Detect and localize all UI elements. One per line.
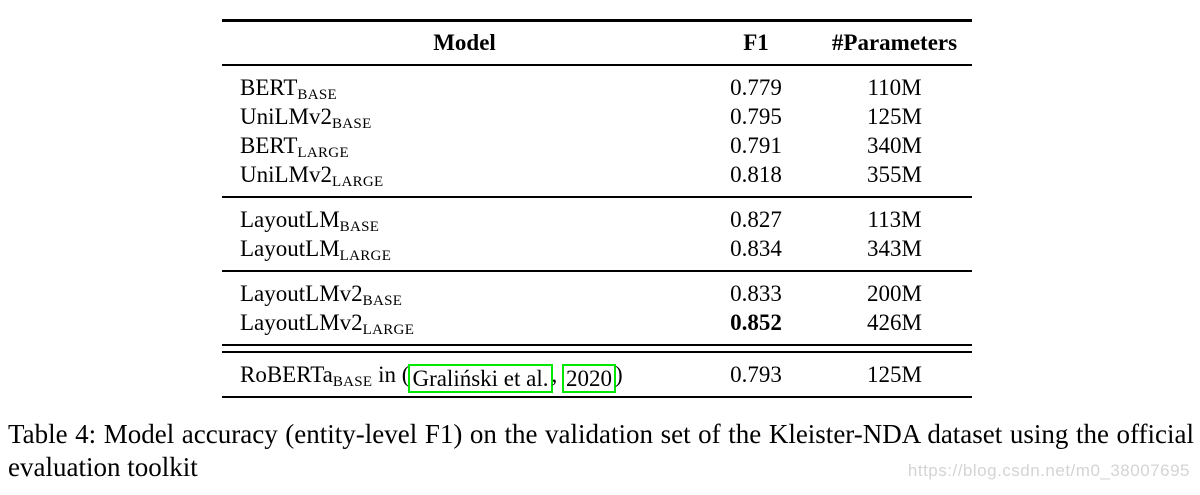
model-name: UniLMv2 xyxy=(240,162,332,187)
table-rule-below-header xyxy=(222,64,972,66)
column-header-parameters: #Parameters xyxy=(831,30,958,55)
model-name-cell: RoBERTaBASE in (Graliński et al., 2020) xyxy=(222,360,677,393)
f1-score-cell: 0.779 xyxy=(730,75,782,100)
f1-score-cell: 0.827 xyxy=(730,207,782,232)
parameter-count-cell: 200M xyxy=(867,281,922,306)
citation-link-year[interactable]: 2020 xyxy=(562,364,616,393)
table-rule-top xyxy=(222,19,972,22)
citation-separator: , xyxy=(551,362,558,387)
model-size-subscript: BASE xyxy=(297,87,337,103)
table-rule-group-separator xyxy=(222,270,972,272)
f1-score-cell: 0.791 xyxy=(730,133,782,158)
table-row: UniLMv2BASE 0.795 125M xyxy=(222,102,972,132)
model-size-subscript: BASE xyxy=(339,219,380,235)
parameter-count-cell: 125M xyxy=(867,362,922,387)
model-name: UniLMv2 xyxy=(240,104,332,129)
model-name: BERT xyxy=(240,75,298,100)
f1-score-cell: 0.793 xyxy=(730,362,782,387)
table-rule-bottom xyxy=(222,396,972,398)
model-name-cell: UniLMv2LARGE xyxy=(222,160,677,190)
model-name: LayoutLMv2 xyxy=(240,310,363,335)
table-row: RoBERTaBASE in (Graliński et al., 2020) 0… xyxy=(222,360,972,393)
model-name-cell: LayoutLMv2BASE xyxy=(222,279,677,309)
f1-score-cell: 0.818 xyxy=(730,162,782,187)
f1-score-cell: 0.795 xyxy=(730,104,782,129)
model-size-subscript: LARGE xyxy=(362,322,415,338)
table-row-group: LayoutLMv2BASE 0.833 200M LayoutLMv2LARGE 0.… xyxy=(222,272,972,344)
table-row-group: BERTBASE 0.779 110M UniLMv2BASE 0.795 125M BER… xyxy=(222,66,972,196)
table-rule-double xyxy=(222,344,972,353)
table-row: LayoutLMBASE 0.827 113M xyxy=(222,205,972,235)
model-name-cell: LayoutLMBASE xyxy=(222,205,677,235)
table-row: LayoutLMv2LARGE 0.852 426M xyxy=(222,308,972,338)
table-header-row: Model F1 #Parameters xyxy=(222,22,972,64)
watermark-url: https://blog.csdn.net/m0_38007695 xyxy=(907,461,1190,480)
column-header-f1: F1 xyxy=(743,30,769,55)
model-name: LayoutLM xyxy=(240,236,340,261)
parameter-count-cell: 355M xyxy=(867,162,922,187)
parameter-count-cell: 113M xyxy=(867,207,922,232)
model-name-cell: LayoutLMv2LARGE xyxy=(222,308,677,338)
model-name-cell: BERTLARGE xyxy=(222,131,677,161)
table-row: LayoutLMv2BASE 0.833 200M xyxy=(222,279,972,309)
f1-score-cell: 0.834 xyxy=(730,236,782,261)
parameter-count-cell: 426M xyxy=(867,310,922,335)
parameter-count-cell: 110M xyxy=(867,75,922,100)
model-name: RoBERTa xyxy=(240,362,333,387)
parameter-count-cell: 343M xyxy=(867,236,922,261)
table-body: BERTBASE 0.779 110M UniLMv2BASE 0.795 125M BER… xyxy=(222,66,972,396)
citation-suffix: ) xyxy=(615,362,623,387)
parameter-count-cell: 125M xyxy=(867,104,922,129)
model-name-cell: LayoutLMLARGE xyxy=(222,234,677,264)
citation-link-authors[interactable]: Graliński et al. xyxy=(408,364,553,393)
model-name: LayoutLM xyxy=(240,207,340,232)
table-caption: Table 4: Model accuracy (entity-level F1… xyxy=(8,419,1194,482)
model-size-subscript: BASE xyxy=(332,116,372,132)
table-row: UniLMv2LARGE 0.818 355M xyxy=(222,160,972,190)
model-size-subscript: BASE xyxy=(362,293,403,309)
model-size-subscript: LARGE xyxy=(332,174,384,190)
table-row-group: RoBERTaBASE in (Graliński et al., 2020) 0… xyxy=(222,353,972,396)
table-rule-group-separator xyxy=(222,196,972,198)
model-size-subscript: LARGE xyxy=(339,248,392,264)
column-header-model: Model xyxy=(433,30,496,55)
model-name: LayoutLMv2 xyxy=(240,281,363,306)
parameter-count-cell: 340M xyxy=(867,133,922,158)
citation-prefix: in ( xyxy=(372,362,410,387)
table-row: LayoutLMLARGE 0.834 343M xyxy=(222,234,972,264)
model-size-subscript: LARGE xyxy=(297,145,349,161)
f1-score-cell: 0.852 xyxy=(730,310,782,335)
results-table: Model F1 #Parameters BERTBASE 0.779 110M Un… xyxy=(222,19,972,398)
table-row: BERTBASE 0.779 110M xyxy=(222,73,972,103)
model-name-cell: BERTBASE xyxy=(222,73,677,103)
model-name-cell: UniLMv2BASE xyxy=(222,102,677,132)
f1-score-cell: 0.833 xyxy=(730,281,782,306)
table-row-group: LayoutLMBASE 0.827 113M LayoutLMLARGE 0.834 3… xyxy=(222,198,972,270)
model-name: BERT xyxy=(240,133,298,158)
model-size-subscript: BASE xyxy=(332,374,373,390)
table-row: BERTLARGE 0.791 340M xyxy=(222,131,972,161)
